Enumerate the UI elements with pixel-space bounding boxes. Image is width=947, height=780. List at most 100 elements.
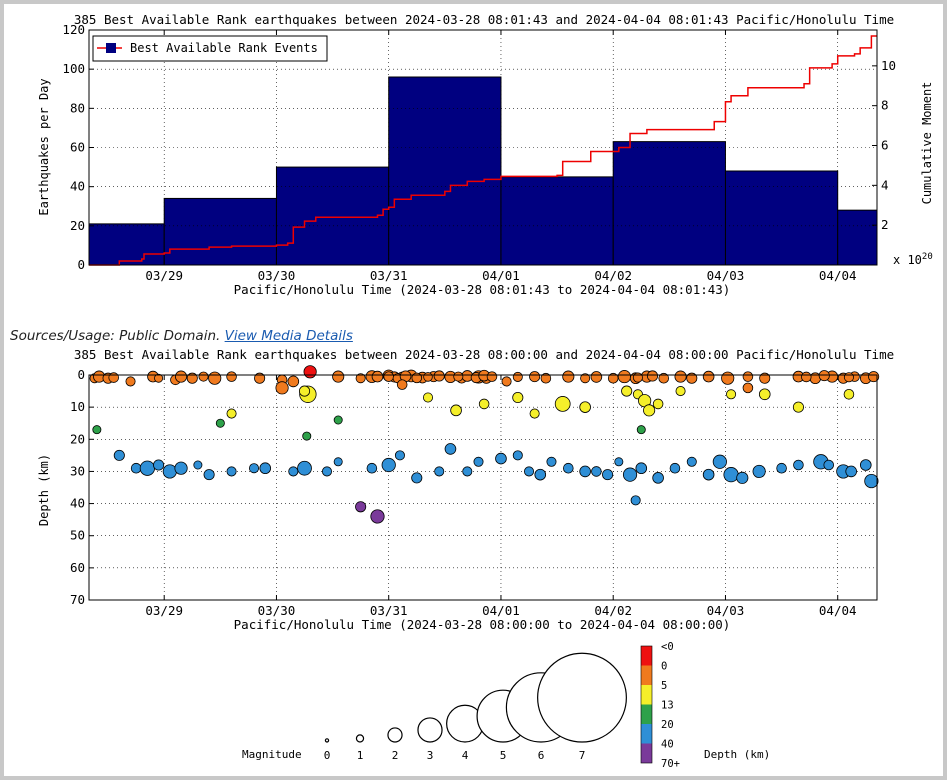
earthquake-point	[752, 464, 766, 479]
bar-2	[275, 166, 390, 266]
depth-legend-title: Depth (km)	[704, 748, 770, 761]
earthquake-point	[302, 431, 312, 441]
depth-label: <0	[661, 641, 674, 653]
bar-0	[88, 223, 165, 266]
earthquake-point	[203, 469, 215, 481]
magnitude-label-6: 6	[538, 749, 545, 762]
y2-tick-label: 10	[881, 58, 896, 73]
y-tick-label: 120	[62, 22, 85, 37]
earthquake-point	[534, 468, 547, 481]
earthquake-point	[355, 501, 367, 513]
earthquake-point	[433, 370, 445, 382]
view-media-details-link[interactable]: View Media Details	[224, 328, 353, 344]
legend-bar-swatch	[106, 43, 116, 53]
y-tick-label: 0	[77, 257, 85, 272]
earthquake-point	[366, 462, 378, 474]
magnitude-label-4: 4	[462, 749, 469, 762]
earthquake-point	[332, 370, 345, 383]
earthquake-point	[462, 466, 473, 477]
earthquake-point	[298, 385, 311, 397]
y-tick-label: 10	[70, 399, 85, 414]
earthquake-point	[652, 398, 664, 410]
depth-label: 40	[661, 739, 674, 751]
earthquake-point	[450, 404, 462, 417]
earthquake-point	[371, 370, 384, 383]
earthquake-point	[215, 418, 225, 428]
magnitude-label-1: 1	[357, 749, 364, 762]
earthquake-point	[622, 467, 638, 482]
earthquake-point	[614, 457, 624, 467]
earthquake-point	[501, 376, 512, 387]
earthquake-point	[297, 460, 312, 476]
earthquake-point	[792, 401, 804, 413]
earthquake-point	[793, 459, 804, 471]
earthquake-point	[370, 509, 385, 524]
earthquake-point	[529, 371, 541, 383]
y-tick-label: 20	[70, 431, 85, 446]
magnitude-circle-0	[324, 738, 330, 743]
earthquake-point	[411, 372, 423, 384]
depth-label: 13	[661, 700, 674, 712]
earthquake-point	[154, 373, 164, 383]
bar-5	[612, 141, 726, 266]
earthquake-point	[759, 372, 771, 384]
plot-frame	[88, 374, 878, 601]
earthquake-point	[652, 472, 664, 484]
earthquake-point	[396, 379, 408, 390]
earthquake-point	[580, 373, 591, 384]
earthquake-point	[524, 466, 535, 477]
earthquake-point	[495, 452, 507, 465]
earthquake-point	[473, 456, 484, 467]
earthquake-point	[226, 408, 237, 419]
top-chart-y2label: Cumulative Moment	[920, 82, 934, 205]
earthquake-point	[686, 456, 697, 467]
earthquake-point	[562, 370, 575, 383]
earthquake-point	[712, 454, 727, 469]
earthquake-point	[686, 372, 698, 384]
x-tick-label: 04/03	[707, 268, 745, 283]
sources-label: Sources/Usage: Public Domain.	[10, 328, 221, 344]
earthquake-point	[422, 392, 434, 403]
x-tick-label: 03/29	[145, 603, 183, 618]
depth-colorbar-frame	[640, 645, 653, 764]
earthquake-point	[248, 463, 260, 474]
x-tick-label: 04/02	[594, 603, 632, 618]
depth-color-swatch	[641, 646, 652, 666]
y2-tick-label: 6	[881, 138, 889, 153]
x-tick-label: 03/29	[145, 268, 183, 283]
x-tick-label: 04/03	[707, 603, 745, 618]
magnitude-legend-title: Magnitude	[242, 748, 302, 761]
earthquake-point	[540, 372, 552, 384]
earthquake-point	[288, 466, 299, 477]
y-tick-label: 60	[70, 560, 85, 575]
depth-color-swatch	[641, 743, 652, 763]
earthquake-point	[478, 398, 490, 410]
earthquake-point	[721, 371, 735, 385]
earthquake-point	[275, 381, 289, 395]
earthquake-point	[208, 371, 222, 385]
bar-7	[837, 209, 878, 266]
y-tick-label: 30	[70, 463, 85, 478]
earthquake-point	[546, 456, 557, 467]
earthquake-point	[453, 371, 464, 382]
y2-tick-label: 2	[881, 217, 889, 232]
earthquake-point	[174, 461, 188, 475]
magnitude-label-7: 7	[579, 749, 586, 762]
earthquake-point	[702, 370, 715, 383]
top-chart-title: 385 Best Available Rank earthquakes betw…	[74, 12, 894, 27]
earthquake-point	[512, 391, 524, 404]
earthquake-point	[726, 389, 737, 400]
earthquake-point	[512, 450, 523, 461]
legend-label: Best Available Rank Events	[130, 41, 318, 55]
earthquake-point	[226, 371, 237, 382]
magnitude-label-5: 5	[500, 749, 507, 762]
earthquake-point	[92, 425, 102, 435]
earthquake-point	[512, 371, 523, 382]
earthquake-point	[486, 371, 498, 382]
earthquake-rate-chart: 385 Best Available Rank earthquakes betw…	[37, 12, 934, 297]
magnitude-circle-2	[387, 727, 403, 743]
earthquake-point	[742, 382, 754, 394]
earthquake-point	[636, 425, 646, 435]
earthquake-point	[602, 469, 614, 481]
depth-color-swatch	[641, 665, 652, 685]
